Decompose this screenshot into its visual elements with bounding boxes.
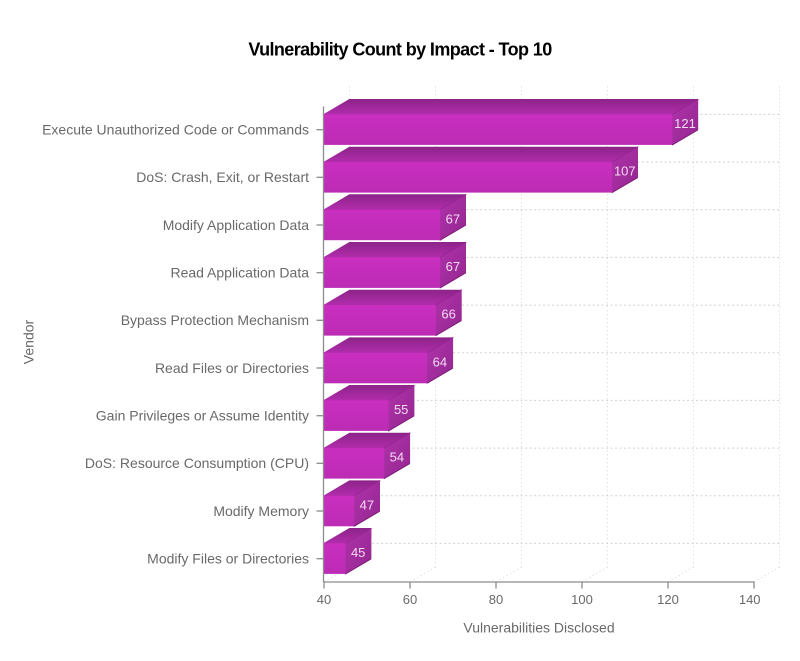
svg-text:Modify Files or Directories: Modify Files or Directories bbox=[147, 551, 309, 567]
svg-text:66: 66 bbox=[441, 307, 455, 322]
svg-text:Execute Unauthorized Code or C: Execute Unauthorized Code or Commands bbox=[42, 122, 309, 138]
svg-text:67: 67 bbox=[446, 259, 460, 274]
svg-text:64: 64 bbox=[433, 354, 447, 369]
svg-text:120: 120 bbox=[657, 592, 679, 607]
svg-text:Vulnerabilities Disclosed: Vulnerabilities Disclosed bbox=[463, 620, 614, 636]
svg-text:Gain Privileges or Assume Iden: Gain Privileges or Assume Identity bbox=[96, 408, 309, 424]
svg-text:100: 100 bbox=[571, 592, 593, 607]
svg-text:Modify Application Data: Modify Application Data bbox=[163, 217, 310, 233]
svg-text:Bypass Protection Mechanism: Bypass Protection Mechanism bbox=[121, 312, 309, 328]
svg-text:54: 54 bbox=[390, 450, 404, 465]
svg-text:DoS: Resource Consumption (CPU: DoS: Resource Consumption (CPU) bbox=[85, 455, 309, 471]
svg-text:DoS: Crash, Exit, or Restart: DoS: Crash, Exit, or Restart bbox=[136, 169, 309, 185]
svg-text:Vulnerability Count by Impact: Vulnerability Count by Impact - Top 10 bbox=[248, 40, 552, 60]
svg-text:140: 140 bbox=[739, 592, 761, 607]
svg-text:Modify Memory: Modify Memory bbox=[213, 503, 309, 519]
svg-text:80: 80 bbox=[489, 592, 503, 607]
svg-text:Read Files or Directories: Read Files or Directories bbox=[155, 360, 309, 376]
svg-text:45: 45 bbox=[351, 545, 365, 560]
svg-text:55: 55 bbox=[394, 402, 408, 417]
svg-text:107: 107 bbox=[614, 164, 636, 179]
svg-text:47: 47 bbox=[360, 497, 374, 512]
svg-text:40: 40 bbox=[317, 592, 331, 607]
svg-text:Read Application Data: Read Application Data bbox=[170, 265, 309, 281]
svg-text:Vendor: Vendor bbox=[21, 319, 37, 364]
svg-text:60: 60 bbox=[403, 592, 417, 607]
svg-text:121: 121 bbox=[674, 116, 696, 131]
svg-text:67: 67 bbox=[446, 211, 460, 226]
